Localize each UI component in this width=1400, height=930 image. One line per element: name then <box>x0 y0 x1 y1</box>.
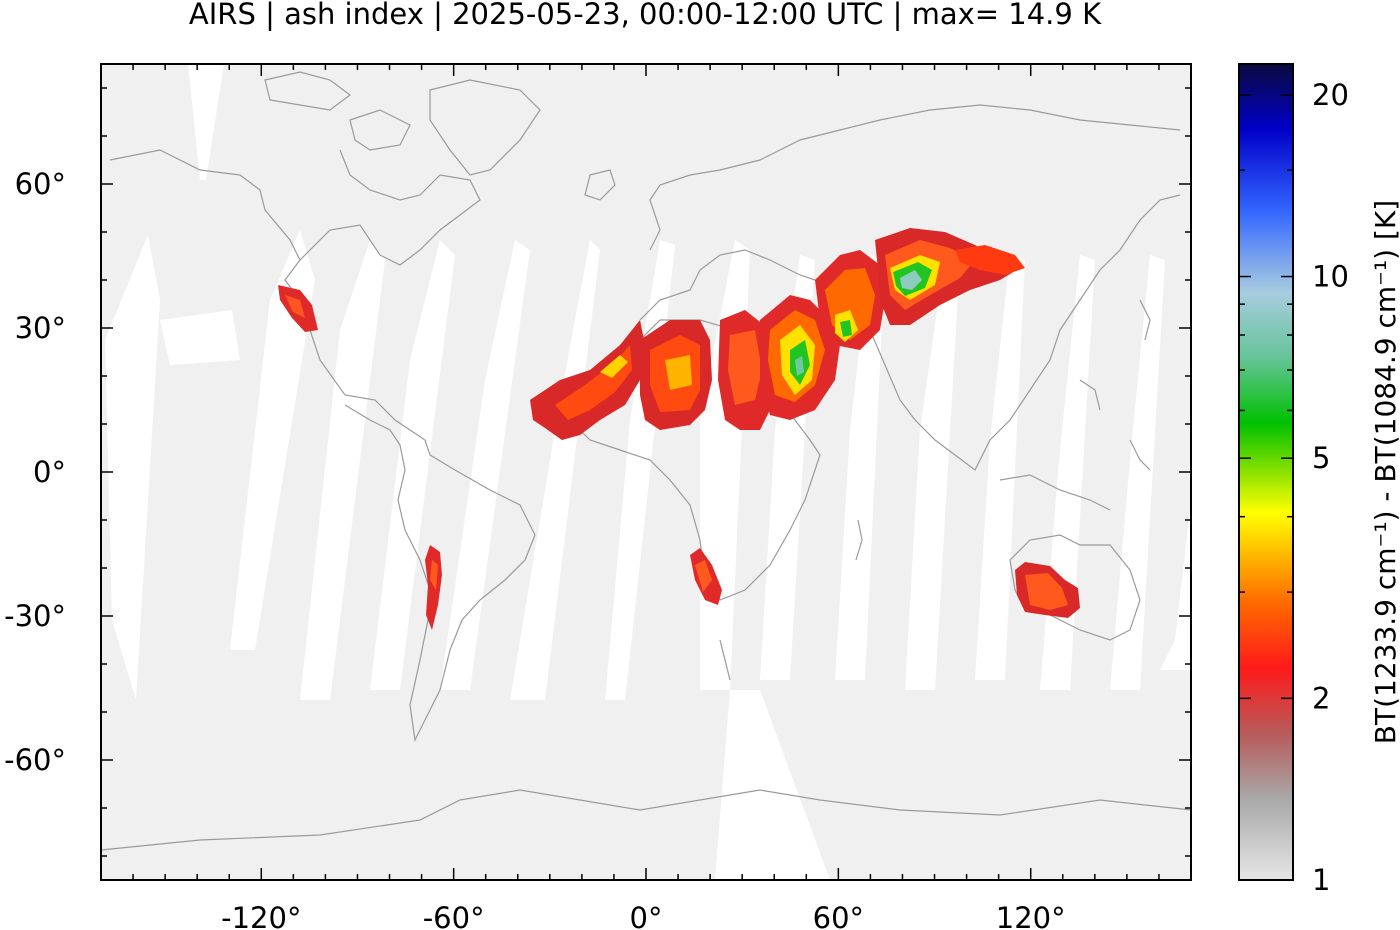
colorbar-tick-label: 2 <box>1312 681 1330 715</box>
lat-tick-label: 60° <box>15 167 66 201</box>
colorbar-tick-label: 10 <box>1312 260 1349 294</box>
lon-tick-label: -120° <box>221 901 301 930</box>
swath-gaps <box>105 64 1191 880</box>
ash-plumes <box>278 228 1080 630</box>
lat-tick-label: 0° <box>33 455 66 489</box>
colorbar-tick-label: 1 <box>1312 863 1330 897</box>
axis-ticks <box>101 64 1191 880</box>
axis-tick-labels: -120° -60° 0° 60° 120° 60° 30° 0° -30° -60° <box>4 167 1066 930</box>
coastlines <box>101 71 1191 851</box>
colorbar-label: BT(1233.9 cm⁻¹) - BT(1084.9 cm⁻¹) [K] <box>1369 200 1400 744</box>
colorbar <box>1238 63 1294 881</box>
lat-tick-label: -60° <box>4 743 66 777</box>
map-title: AIRS | ash index | 2025-05-23, 00:00-12:… <box>188 0 1102 31</box>
lon-tick-label: 0° <box>630 901 663 930</box>
lon-tick-label: 60° <box>813 901 864 930</box>
lon-tick-label: 120° <box>996 901 1066 930</box>
colorbar-tick-label: 20 <box>1312 78 1349 112</box>
lat-tick-label: -30° <box>4 599 66 633</box>
lon-tick-label: -60° <box>423 901 485 930</box>
colorbar-tick-label: 5 <box>1312 441 1330 475</box>
colorbar-tick-labels: 20 10 5 2 1 <box>1312 78 1349 897</box>
colorbar-ticks <box>1239 94 1293 881</box>
lat-tick-label: 30° <box>15 311 66 345</box>
